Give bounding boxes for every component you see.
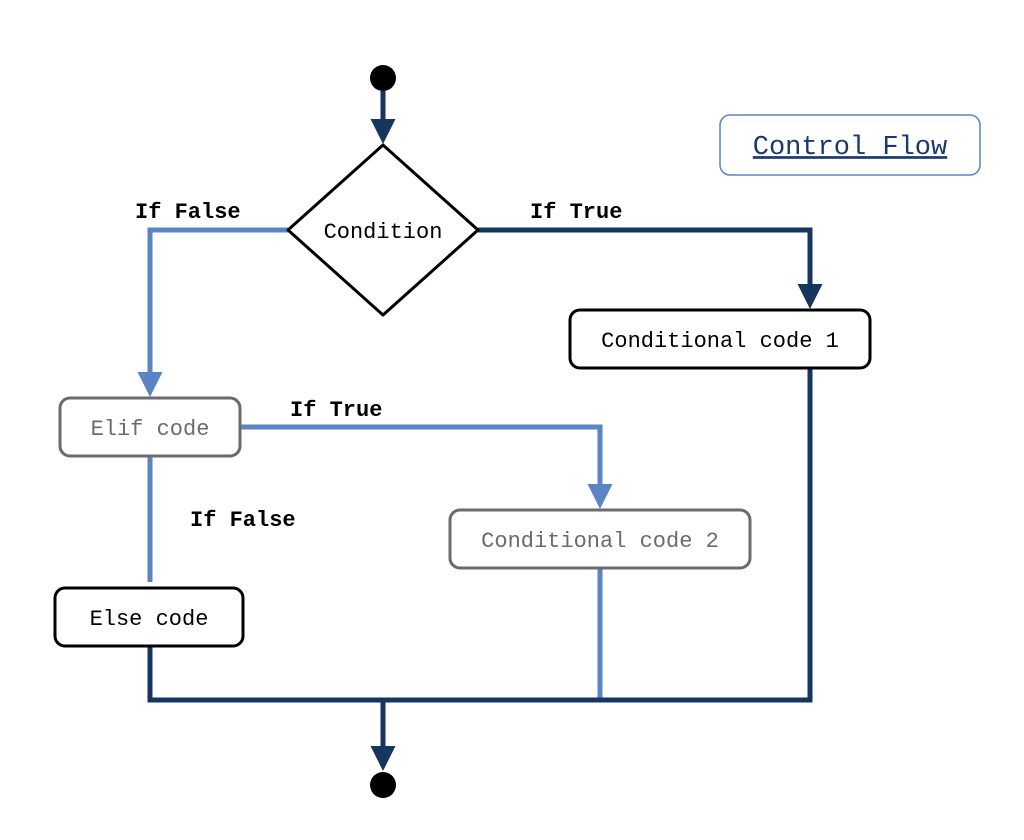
node-label-cond1: Conditional code 1 xyxy=(601,329,839,354)
node-label-cond2: Conditional code 2 xyxy=(481,529,719,554)
node-label-else: Else code xyxy=(90,607,209,632)
edge-label-cond_true: If True xyxy=(530,200,622,225)
edge-label-elif_true: If True xyxy=(290,398,382,423)
edge-label-cond_false: If False xyxy=(135,200,241,225)
edge-label-elif_false: If False xyxy=(190,508,296,533)
edge-cond_false xyxy=(150,230,288,392)
edge-cond_true xyxy=(478,230,810,304)
title-text: Control Flow xyxy=(753,133,947,163)
edge-elif_true xyxy=(240,427,600,504)
node-end xyxy=(370,772,396,798)
node-label-condition: Condition xyxy=(324,220,443,245)
node-start xyxy=(370,65,396,91)
flowchart-canvas: Control Flow Condition Conditional code 1 E… xyxy=(0,0,1024,840)
edge-else_down xyxy=(150,646,383,700)
node-label-elif: Elif code xyxy=(91,417,210,442)
